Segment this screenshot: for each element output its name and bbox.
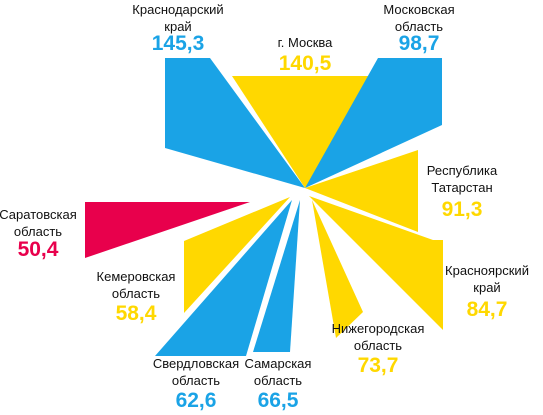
wedge-нижегородская-область bbox=[312, 200, 363, 338]
region-value-красноярский-край: 84,7 bbox=[467, 298, 508, 321]
region-label-свердловская-область: Свердловская область bbox=[153, 356, 239, 388]
region-label-саратовская-область: Саратовская область bbox=[0, 207, 77, 239]
region-value-краснодарский-край: 145,3 bbox=[152, 32, 205, 55]
wedge-свердловская-область bbox=[155, 200, 292, 356]
wedge-краснодарский-край bbox=[165, 58, 305, 188]
region-value-республика-татарстан: 91,3 bbox=[442, 198, 483, 221]
region-label-московская-область: Московская область bbox=[383, 2, 454, 34]
wedge-республика-татарстан bbox=[305, 150, 418, 232]
wedge-самарская-область bbox=[253, 200, 300, 352]
wedge-саратовская-область bbox=[85, 202, 250, 258]
region-label-республика-татарстан: Республика Татарстан bbox=[427, 163, 498, 195]
region-value-свердловская-область: 62,6 bbox=[176, 389, 217, 412]
wedge-красноярский-край bbox=[309, 196, 443, 330]
region-label-самарская-область: Самарская область bbox=[245, 356, 312, 388]
region-label-нижегородская-область: Нижегородская область bbox=[332, 321, 425, 353]
region-label-красноярский-край: Красноярский край bbox=[445, 263, 529, 295]
wedge-кемеровская-область bbox=[184, 197, 290, 313]
region-label-кемеровская-область: Кемеровская область bbox=[97, 269, 176, 301]
region-value-кемеровская-область: 58,4 bbox=[116, 302, 157, 325]
region-value-московская-область: 98,7 bbox=[399, 32, 440, 55]
wedges-layer bbox=[85, 58, 443, 356]
region-value-г-москва: 140,5 bbox=[279, 52, 332, 75]
region-value-нижегородская-область: 73,7 bbox=[358, 354, 399, 377]
region-label-г-москва: г. Москва bbox=[278, 35, 334, 50]
wedge-г-москва bbox=[232, 76, 380, 188]
region-label-краснодарский-край: Краснодарский край bbox=[132, 2, 223, 34]
wedge-московская-область bbox=[305, 58, 442, 188]
region-value-самарская-область: 66,5 bbox=[258, 389, 299, 412]
region-value-саратовская-область: 50,4 bbox=[18, 238, 59, 261]
